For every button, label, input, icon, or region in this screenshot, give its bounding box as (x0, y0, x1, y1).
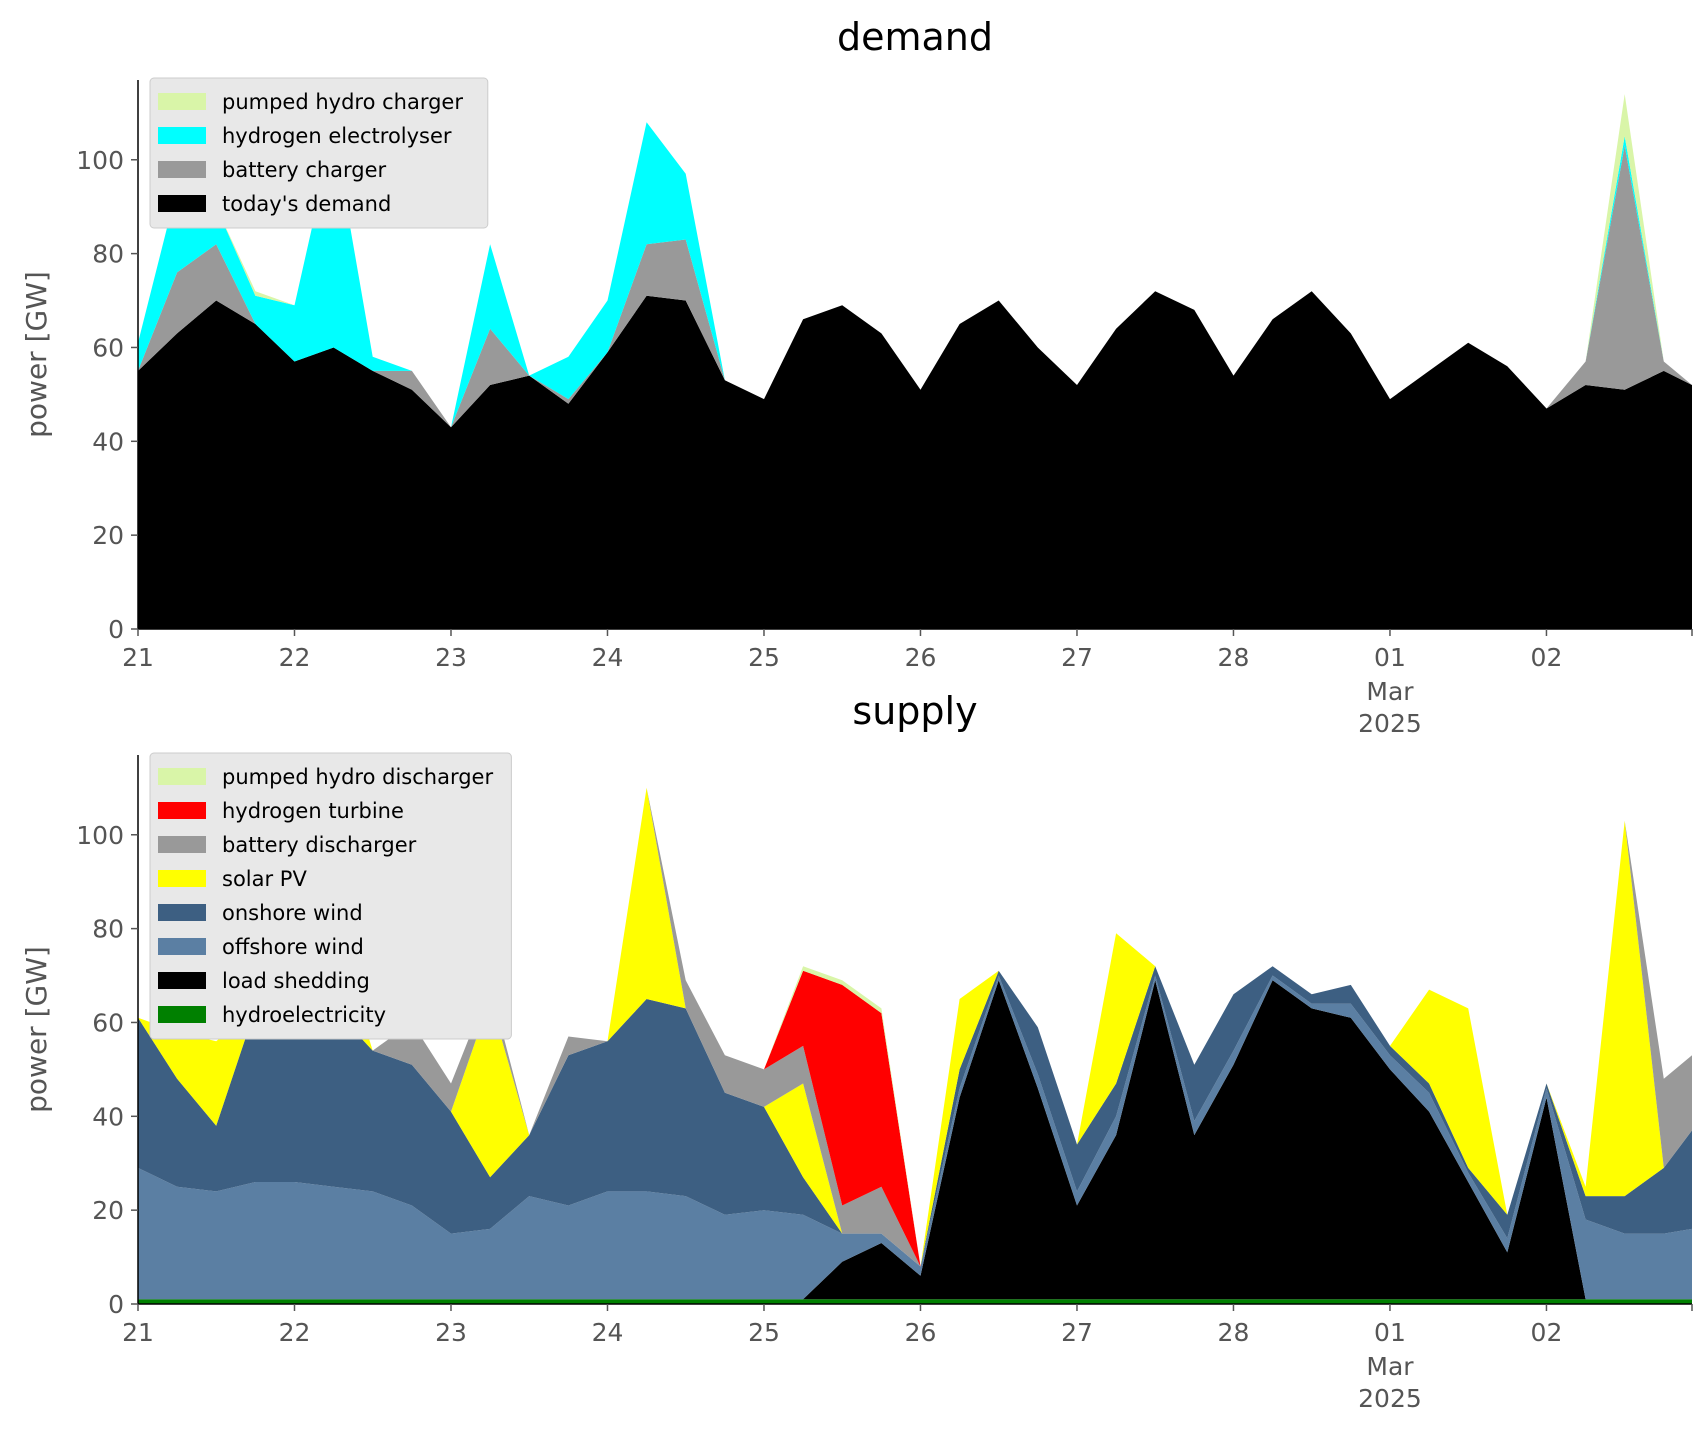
y-tick-label: 60 (92, 1008, 124, 1037)
x-tick-label: 23 (435, 1318, 467, 1347)
y-tick-label: 40 (92, 1102, 124, 1131)
y-tick-label: 100 (76, 146, 124, 175)
legend: pumped hydro charger hydrogen electrolyse… (149, 77, 489, 229)
x-tick-label: 26 (905, 643, 937, 672)
chart-title: demand (837, 15, 993, 59)
x-tick-sublabel: Mar (1366, 677, 1414, 706)
legend-swatch (158, 870, 206, 887)
series-area-today-s-demand (138, 291, 1692, 629)
x-tick-label: 28 (1218, 643, 1250, 672)
legend-item-battery-discharger: battery discharger (158, 833, 417, 857)
y-tick-label: 80 (92, 240, 124, 269)
legend-swatch (158, 802, 206, 819)
legend-item-hydroelectricity: hydroelectricity (158, 1003, 386, 1027)
legend-label: load shedding (222, 969, 370, 993)
x-tick-label: 28 (1218, 1318, 1250, 1347)
legend-label: battery discharger (222, 833, 417, 857)
x-tick-label: 25 (748, 1318, 780, 1347)
x-tick-sublabel: 2025 (1358, 709, 1422, 738)
legend-label: solar PV (222, 867, 307, 891)
legend-item-solar-pv: solar PV (158, 867, 307, 891)
y-tick-label: 100 (76, 821, 124, 850)
legend-swatch (158, 1006, 206, 1023)
legend-item-hydrogen-turbine: hydrogen turbine (158, 799, 404, 823)
y-axis-label: power [GW] (20, 946, 53, 1113)
y-tick-label: 80 (92, 915, 124, 944)
x-tick-label: 01 (1374, 643, 1406, 672)
legend-box (149, 752, 512, 1040)
series-area-onshore-wind (138, 966, 1692, 1267)
legend: pumped hydro discharger hydrogen turbine b… (149, 752, 512, 1040)
y-tick-label: 0 (108, 1290, 124, 1319)
legend-item-pumped-hydro-discharger: pumped hydro discharger (158, 765, 493, 789)
legend-label: hydrogen electrolyser (222, 124, 452, 148)
x-tick-label: 22 (279, 1318, 311, 1347)
series-area-hydroelectricity (138, 1299, 1692, 1304)
x-tick-sublabel: 2025 (1358, 1384, 1422, 1413)
legend-swatch (158, 768, 206, 785)
legend-label: hydroelectricity (222, 1003, 386, 1027)
x-tick-label: 24 (592, 1318, 624, 1347)
legend-label: pumped hydro discharger (222, 765, 493, 789)
y-tick-label: 0 (108, 615, 124, 644)
x-tick-label: 02 (1531, 643, 1563, 672)
legend-label: offshore wind (222, 935, 364, 959)
chart-title: supply (852, 689, 977, 733)
legend-item-onshore-wind: onshore wind (158, 901, 363, 925)
x-tick-label: 27 (1061, 1318, 1093, 1347)
x-tick-label: 25 (748, 643, 780, 672)
y-axis-label: power [GW] (20, 271, 53, 438)
legend-swatch (158, 195, 206, 212)
x-tick-label: 21 (122, 643, 154, 672)
y-tick-label: 20 (92, 1196, 124, 1225)
series-area-offshore-wind (138, 975, 1692, 1300)
legend-swatch (158, 161, 206, 178)
legend-swatch (158, 938, 206, 955)
legend-label: hydrogen turbine (222, 799, 404, 823)
legend-item-hydrogen-electrolyser: hydrogen electrolyser (158, 124, 452, 148)
x-tick-label: 02 (1531, 1318, 1563, 1347)
y-tick-label: 40 (92, 427, 124, 456)
legend-label: pumped hydro charger (222, 90, 463, 114)
legend-item-load-shedding: load shedding (158, 969, 370, 993)
legend-swatch (158, 93, 206, 110)
x-tick-label: 23 (435, 643, 467, 672)
legend-label: today's demand (222, 192, 391, 216)
legend-swatch (158, 972, 206, 989)
y-tick-label: 20 (92, 521, 124, 550)
legend-swatch (158, 904, 206, 921)
legend-label: onshore wind (222, 901, 363, 925)
legend-label: battery charger (222, 158, 387, 182)
x-tick-label: 24 (592, 643, 624, 672)
legend-item-pumped-hydro-charger: pumped hydro charger (158, 90, 463, 114)
legend-item-today-s-demand: today's demand (158, 192, 391, 216)
x-tick-label: 01 (1374, 1318, 1406, 1347)
series-area-load-shedding (138, 980, 1692, 1300)
legend-box (149, 77, 489, 229)
x-tick-label: 26 (905, 1318, 937, 1347)
legend-swatch (158, 127, 206, 144)
y-tick-label: 60 (92, 333, 124, 362)
area-layers (138, 94, 1692, 629)
x-tick-label: 21 (122, 1318, 154, 1347)
x-tick-sublabel: Mar (1366, 1352, 1414, 1381)
x-tick-label: 22 (279, 643, 311, 672)
area-layers (138, 787, 1692, 1304)
x-tick-label: 27 (1061, 643, 1093, 672)
legend-item-battery-charger: battery charger (158, 158, 387, 182)
legend-item-offshore-wind: offshore wind (158, 935, 364, 959)
legend-swatch (158, 836, 206, 853)
